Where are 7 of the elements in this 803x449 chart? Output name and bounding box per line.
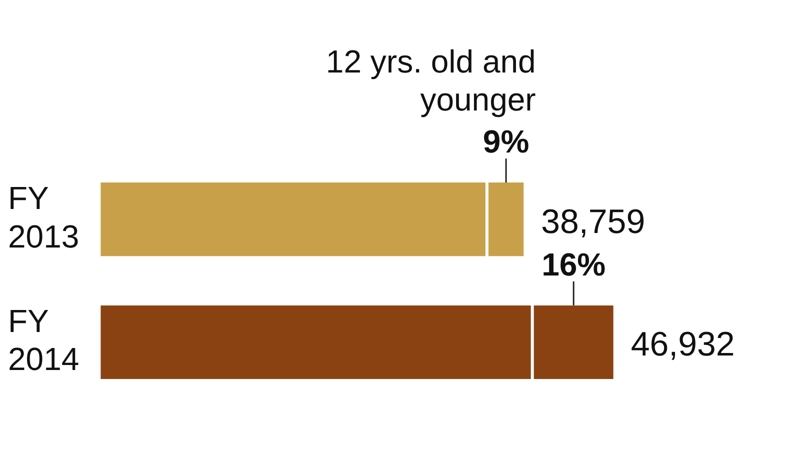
annotation: 9% [482, 124, 530, 160]
text: 46,932 [630, 326, 735, 364]
annotation: 38,759 [541, 202, 646, 241]
text: 12 yrs. old and younger [326, 44, 536, 118]
y-tick-label: FY 2014 [8, 302, 80, 378]
annotation: 16% [542, 246, 606, 282]
y-tick-label: FY 2013 [8, 180, 80, 254]
